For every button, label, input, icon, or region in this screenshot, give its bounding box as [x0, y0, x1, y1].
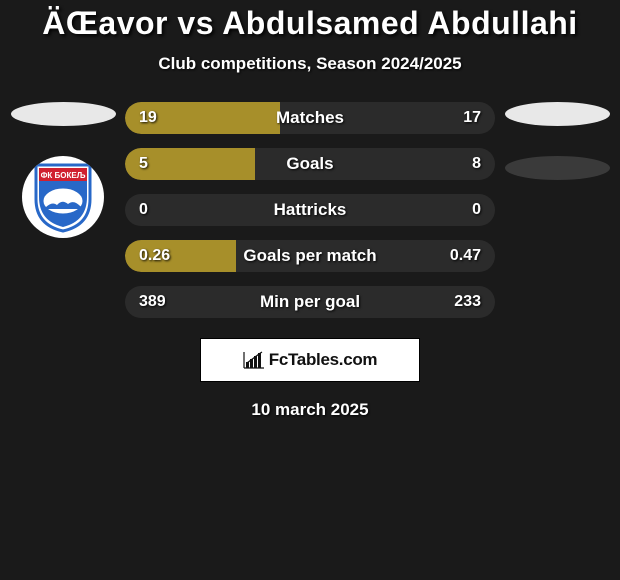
- svg-text:ФК БОКЕЉ: ФК БОКЕЉ: [41, 171, 86, 180]
- page-title: ÄŒavor vs Abdulsamed Abdullahi: [0, 0, 620, 42]
- comparison-panel: ФК БОКЕЉ 19Matches17 5Goals8 0Hattricks0 0.…: [0, 102, 620, 420]
- stat-value-right: 17: [463, 109, 481, 127]
- player-placeholder-ellipse: [505, 102, 610, 126]
- left-player-column: ФК БОКЕЉ: [8, 102, 118, 238]
- bar-chart-icon: [243, 351, 265, 369]
- subtitle: Club competitions, Season 2024/2025: [0, 54, 620, 74]
- stat-row: 5Goals8: [125, 148, 495, 180]
- stat-row: 0Hattricks0: [125, 194, 495, 226]
- stat-row: 389Min per goal233: [125, 286, 495, 318]
- stat-row: 0.26Goals per match0.47: [125, 240, 495, 272]
- shield-icon: ФК БОКЕЉ: [32, 161, 94, 233]
- stat-value-right: 0.47: [450, 247, 481, 265]
- stat-label: Goals per match: [125, 246, 495, 266]
- stat-label: Matches: [125, 108, 495, 128]
- stat-row: 19Matches17: [125, 102, 495, 134]
- stat-value-right: 0: [472, 201, 481, 219]
- brand-box[interactable]: FcTables.com: [200, 338, 420, 382]
- right-player-column: [502, 102, 612, 210]
- stat-rows: 19Matches17 5Goals8 0Hattricks0 0.26Goals p…: [125, 102, 495, 318]
- stat-label: Hattricks: [125, 200, 495, 220]
- club-placeholder-ellipse: [505, 156, 610, 180]
- player-placeholder-ellipse: [11, 102, 116, 126]
- stat-value-right: 8: [472, 155, 481, 173]
- brand-text: FcTables.com: [269, 350, 378, 370]
- club-badge: ФК БОКЕЉ: [22, 156, 104, 238]
- stat-label: Min per goal: [125, 292, 495, 312]
- date-text: 10 march 2025: [8, 400, 612, 420]
- stat-value-right: 233: [454, 293, 481, 311]
- stat-label: Goals: [125, 154, 495, 174]
